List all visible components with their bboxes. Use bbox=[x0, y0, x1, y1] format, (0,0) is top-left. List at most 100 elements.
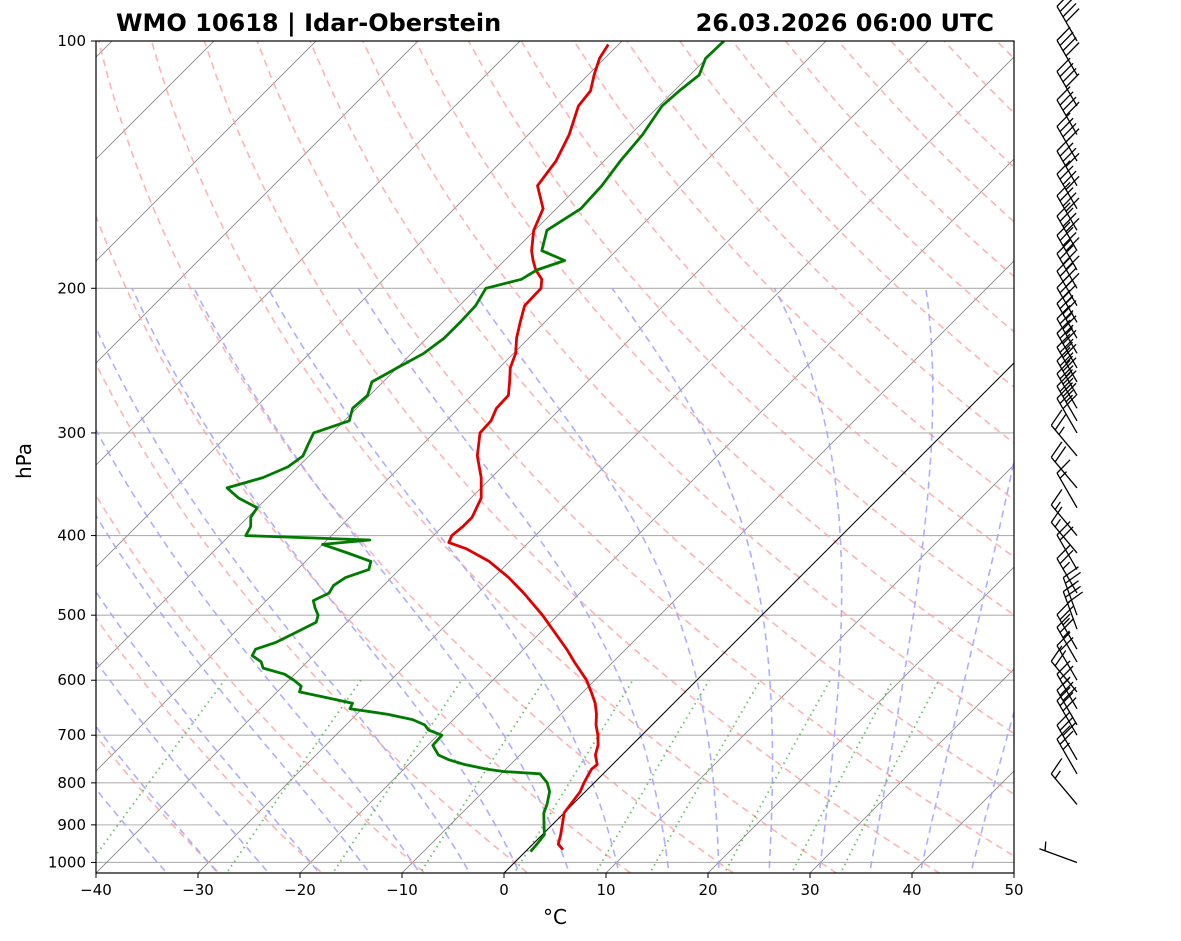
mixing-ratio-lines bbox=[96, 679, 940, 873]
wind-barb-flag bbox=[1056, 613, 1071, 628]
wind-barb-flag bbox=[1062, 382, 1077, 398]
y-tick-label: 1000 bbox=[48, 853, 86, 871]
y-axis-label: hPa bbox=[12, 443, 36, 479]
wind-barb-flag bbox=[1059, 691, 1074, 707]
isotherm-line bbox=[401, 260, 1014, 873]
wind-barb-half-flag bbox=[1065, 382, 1074, 390]
wind-barb bbox=[1056, 181, 1080, 231]
wind-barb-half-flag bbox=[1044, 841, 1047, 851]
moist-adiabat bbox=[96, 428, 421, 873]
mixing-ratio-line bbox=[594, 679, 711, 873]
wind-barb-shaft bbox=[1056, 287, 1078, 323]
wind-barb-flag bbox=[1059, 207, 1074, 222]
wind-barb-shaft bbox=[1056, 472, 1078, 509]
dry-adiabat bbox=[203, 41, 941, 873]
wind-barb-flag bbox=[1056, 359, 1071, 375]
dry-adiabat bbox=[679, 41, 1014, 389]
isotherm-line bbox=[96, 41, 419, 364]
wind-barb-flag bbox=[1062, 357, 1077, 372]
wind-barb-flag bbox=[1065, 152, 1080, 168]
moist-adiabat bbox=[773, 287, 843, 873]
wind-barb-half-flag bbox=[1054, 518, 1061, 528]
wind-barb-half-flag bbox=[1058, 426, 1065, 435]
moist-adiabat bbox=[96, 326, 471, 873]
wind-barb-shaft bbox=[1050, 521, 1078, 554]
mixing-ratio-line bbox=[839, 679, 940, 873]
moist-adiabat bbox=[970, 709, 1014, 873]
wind-barb bbox=[1056, 359, 1078, 409]
wind-barb-half-flag bbox=[1065, 369, 1074, 377]
wind-barb-half-flag bbox=[1062, 561, 1071, 570]
wind-barb-shaft bbox=[1056, 360, 1078, 396]
isotherm-line bbox=[809, 668, 1014, 873]
wind-barb-flag bbox=[1062, 284, 1077, 299]
wind-barb-flag bbox=[1059, 618, 1074, 633]
wind-barb-half-flag bbox=[1065, 394, 1074, 403]
wind-barb bbox=[1056, 86, 1080, 135]
wind-barb-flag bbox=[1059, 716, 1074, 731]
isobar-gridlines bbox=[96, 41, 1014, 864]
sounding-profiles bbox=[225, 41, 725, 853]
wind-barb-flag bbox=[1059, 91, 1074, 106]
x-tick-label: −10 bbox=[386, 881, 418, 899]
wind-barb bbox=[1056, 202, 1080, 252]
station-title: WMO 10618 | Idar-Oberstein bbox=[116, 9, 501, 37]
x-axis-label: °C bbox=[543, 905, 567, 929]
wind-barb bbox=[1050, 441, 1078, 489]
wind-barb-flag bbox=[1056, 202, 1071, 217]
wind-barb-flag bbox=[1062, 300, 1077, 315]
x-axis-ticks: −40 −30 −20 −10 0 10 20 30 40 50 bbox=[80, 873, 1024, 899]
moist-adiabat bbox=[131, 287, 521, 873]
wind-barb-flag bbox=[1062, 697, 1077, 712]
wind-barb-flag bbox=[1062, 147, 1077, 162]
moist-adiabat bbox=[868, 288, 934, 873]
wind-barb-flag bbox=[1059, 730, 1074, 745]
wind-barb-shaft bbox=[1056, 195, 1078, 231]
isotherm-line bbox=[96, 41, 215, 160]
wind-barb-flag bbox=[1065, 8, 1080, 23]
wind-barb-flag bbox=[1050, 506, 1063, 523]
wind-barb-shaft bbox=[1056, 303, 1078, 339]
wind-barb bbox=[1050, 506, 1078, 554]
dry-adiabat bbox=[362, 41, 1014, 735]
wind-barb-shaft bbox=[1056, 6, 1078, 42]
wind-barb-flag bbox=[1056, 660, 1071, 675]
wind-barb-shaft bbox=[1056, 253, 1078, 289]
wind-barb-flag bbox=[1059, 352, 1074, 367]
mixing-ratio-line bbox=[225, 679, 362, 873]
wind-barb-flag bbox=[1065, 175, 1080, 191]
isotherm-line bbox=[707, 566, 1014, 873]
dry-adiabat bbox=[573, 41, 1014, 501]
dry-adiabat bbox=[96, 493, 427, 873]
wind-barb-flag bbox=[1056, 725, 1071, 740]
wind-barb-shaft bbox=[1056, 645, 1078, 681]
wind-barb-shaft bbox=[1062, 577, 1078, 616]
wind-barb bbox=[1056, 372, 1078, 422]
wind-barb-flag bbox=[1059, 338, 1074, 353]
wind-barb-flag bbox=[1062, 96, 1077, 111]
moist-adiabat bbox=[919, 456, 1014, 873]
moist-adiabat bbox=[267, 287, 620, 873]
wind-barb-flag bbox=[1065, 217, 1080, 233]
wind-barb-flag bbox=[1056, 686, 1071, 702]
wind-barb-half-flag bbox=[1067, 582, 1076, 590]
mixing-ratio-line bbox=[419, 679, 545, 873]
isotherm-line bbox=[96, 41, 827, 772]
wind-barb-flag bbox=[1062, 2, 1077, 18]
wind-barb-shaft bbox=[1056, 385, 1078, 422]
x-tick-label: 40 bbox=[902, 881, 921, 899]
wind-barb-flag bbox=[1059, 31, 1074, 47]
wind-barb-shaft bbox=[1056, 215, 1078, 252]
moist-adiabat bbox=[193, 287, 571, 873]
dry-adiabat bbox=[96, 362, 529, 873]
wind-barb-shaft bbox=[1056, 40, 1078, 76]
dry-adiabat bbox=[97, 41, 735, 873]
wind-barb-flag bbox=[1056, 86, 1071, 101]
wind-barb-flag bbox=[1050, 758, 1063, 775]
wind-barb-shaft bbox=[1039, 848, 1078, 864]
wind-barb-flag bbox=[1056, 112, 1071, 127]
wind-barb-shaft bbox=[1050, 773, 1078, 805]
wind-barb-flag bbox=[1059, 142, 1074, 157]
wind-barb-flag bbox=[1056, 0, 1065, 7]
wind-barb-shaft bbox=[1056, 673, 1078, 710]
